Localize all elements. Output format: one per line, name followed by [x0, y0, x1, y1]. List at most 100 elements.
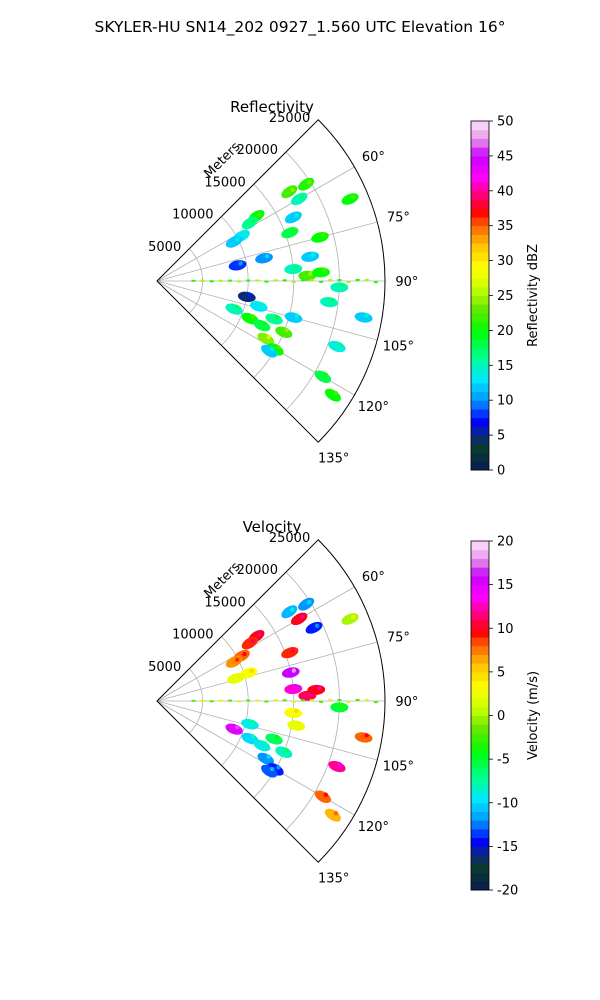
clutter-gate [227, 699, 232, 702]
panel-title: Velocity [243, 518, 302, 536]
clutter-gate [264, 280, 269, 283]
colorbar-segment [471, 732, 489, 743]
echo-blob [320, 297, 338, 308]
echo-cell [284, 312, 303, 323]
echo-speck [323, 792, 329, 797]
echo-speck [276, 765, 281, 770]
clutter-gate [255, 699, 260, 702]
colorbar-segment [471, 636, 489, 647]
clutter-gate [209, 700, 214, 703]
echo-cell [241, 718, 259, 730]
echo-cell [261, 764, 278, 778]
echo-speck [234, 724, 240, 730]
echo-speck [329, 297, 335, 303]
echo-cell [314, 790, 332, 804]
clutter-gate [237, 280, 242, 283]
angle-tick-label: 90° [395, 695, 418, 710]
colorbar-segment [471, 541, 489, 551]
azimuth-gridline [156, 641, 378, 702]
colorbar-segment [471, 138, 489, 148]
echo-speck [274, 314, 280, 320]
echo-cell [311, 267, 330, 278]
echo-speck [323, 372, 329, 377]
panel-title: Reflectivity [230, 98, 314, 116]
colorbar-segment [471, 767, 489, 778]
clutter-gate [328, 699, 333, 702]
echo-cell [287, 720, 306, 731]
colorbar-segment [471, 741, 489, 751]
echo-speck [234, 657, 240, 662]
colorbar-tick-label: -20 [497, 884, 518, 899]
angle-tick-label: 75° [387, 210, 410, 225]
colorbar-segment [471, 443, 489, 454]
colorbar-segment [471, 269, 489, 279]
echo-cell [324, 388, 341, 402]
echo-cell [354, 732, 373, 743]
clutter-gate [364, 278, 369, 281]
colorbar-segment [471, 680, 489, 690]
echo-speck [257, 632, 262, 637]
colorbar-segment [471, 225, 489, 235]
echo-cell [311, 231, 329, 243]
echo-blob [330, 282, 349, 293]
colorbar-tick-label: -5 [497, 753, 510, 768]
colorbar-segment [471, 295, 489, 305]
colorbar-segment [471, 776, 489, 786]
clutter-gate [346, 701, 351, 704]
clutter-gate [355, 698, 360, 701]
echo-speck [250, 734, 256, 739]
colorbar-segment [471, 286, 489, 296]
colorbar-segment [471, 312, 489, 323]
colorbar-segment [471, 584, 489, 594]
colorbar-segment [471, 330, 489, 340]
colorbar-segment [471, 715, 489, 725]
clutter-gate [337, 699, 342, 702]
clutter-gate [218, 279, 223, 282]
echo-speck [291, 668, 297, 673]
clutter-gate [364, 698, 369, 701]
reflectivity-panel: Reflectivity500010000150002000025000Mete… [148, 98, 541, 479]
clutter-gate [328, 279, 333, 282]
echo-cell [324, 808, 341, 822]
echo-cell [225, 235, 243, 248]
colorbar-segment [471, 610, 489, 621]
echo-speck [337, 342, 343, 347]
echo-speck [264, 254, 270, 259]
colorbar-segment [471, 155, 489, 166]
angle-tick-label: 135° [318, 452, 349, 467]
echo-cell [284, 684, 303, 695]
clutter-gate [319, 700, 324, 703]
angle-tick-label: 120° [358, 820, 389, 835]
colorbar-segment [471, 199, 489, 209]
colorbar-segment [471, 671, 489, 682]
echo-cell [320, 297, 338, 308]
echo-speck [294, 313, 299, 318]
echo-cell [284, 264, 303, 275]
echo-blob [241, 718, 259, 730]
clutter-gate [218, 699, 223, 702]
range-tick-label: 20000 [237, 563, 278, 578]
colorbar-segment [471, 147, 489, 157]
angle-tick-label: 90° [395, 275, 418, 290]
colorbar-segment [471, 164, 489, 174]
echo-blob [275, 326, 293, 338]
echo-blob [284, 264, 303, 275]
colorbar-segment [471, 750, 489, 760]
clutter-gate [191, 279, 196, 282]
angle-tick-label: 105° [383, 340, 414, 355]
echo-speck [247, 292, 253, 298]
echo-speck [249, 668, 254, 674]
echo-cell [341, 613, 359, 625]
echo-cell [328, 760, 346, 773]
colorbar-tick-label: 5 [497, 665, 505, 680]
echo-cell [225, 655, 243, 668]
angle-tick-label: 105° [383, 760, 414, 775]
colorbar-segment [471, 208, 489, 218]
colorbar-segment [471, 408, 489, 419]
azimuth-gridline [156, 700, 378, 761]
echo-speck [364, 313, 369, 318]
echo-cell [253, 319, 271, 332]
colorbar-segment [471, 260, 489, 270]
echo-speck [242, 231, 247, 237]
